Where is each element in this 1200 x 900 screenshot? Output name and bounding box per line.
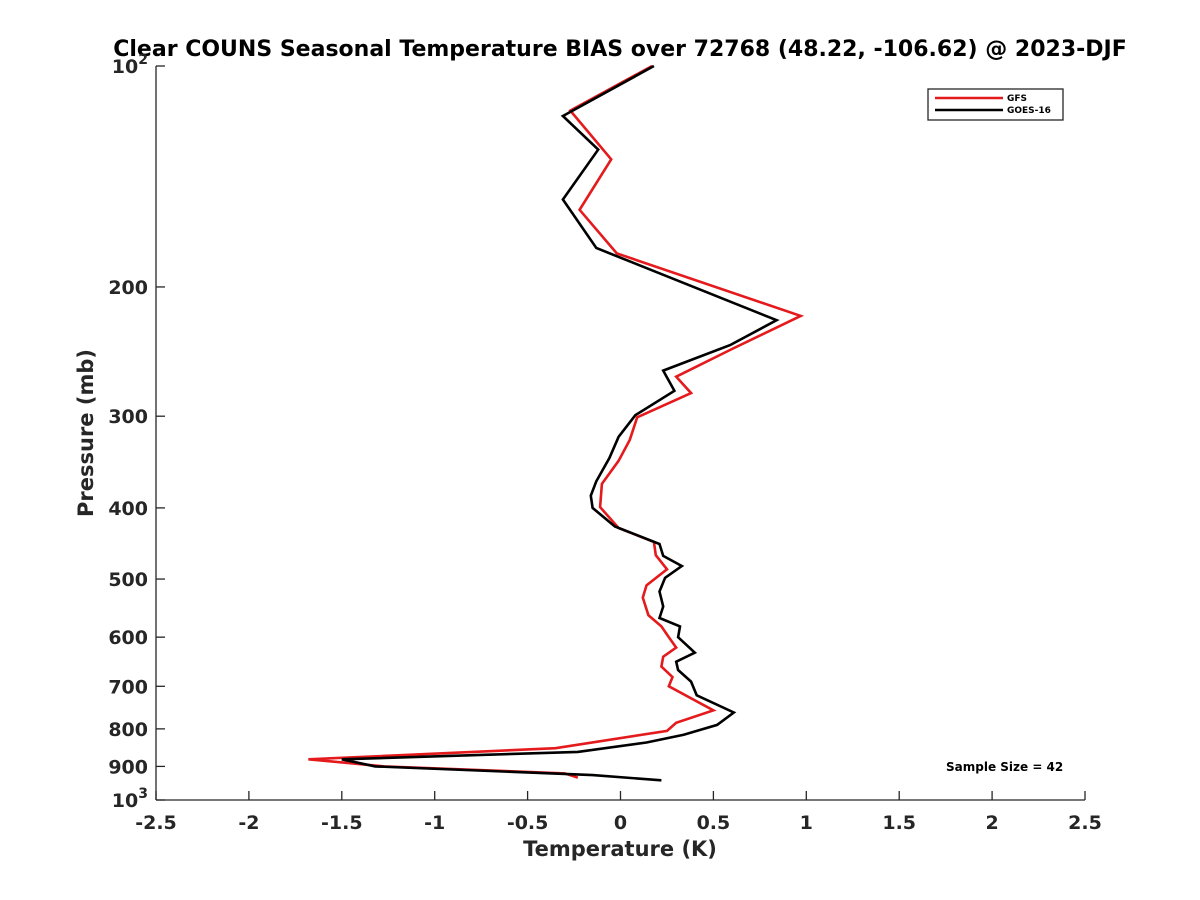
y-tick-label: 700 [108, 676, 148, 698]
x-tick-label: 0.5 [697, 812, 731, 834]
y-tick-label: 900 [108, 756, 148, 778]
y-tick-label: 103 [112, 786, 148, 812]
series-line-goes16 [341, 64, 780, 782]
y-tick-label: 600 [108, 627, 148, 649]
x-tick-label: -0.5 [507, 812, 549, 834]
x-axis-label: Temperature (K) [523, 837, 717, 861]
y-axis-ticks: 102 200 300 400 500 600 700 800 900 103 [108, 52, 165, 812]
y-axis-label: Pressure (mb) [74, 349, 98, 517]
x-tick-label: -1.5 [321, 812, 363, 834]
x-axis-ticks: -2.5 -2 -1.5 -1 -0.5 0 0.5 1 1.5 2 2.5 [135, 791, 1102, 834]
x-tick-label: 0 [614, 812, 627, 834]
y-tick-label: 400 [108, 498, 148, 520]
x-tick-label: 1.5 [882, 812, 916, 834]
x-tick-label: 2 [985, 812, 998, 834]
series-lines [308, 64, 805, 782]
y-tick-label: 500 [108, 569, 148, 591]
y-tick-label: 102 [112, 52, 148, 78]
x-tick-label: -1 [424, 812, 445, 834]
x-tick-label: 1 [800, 812, 813, 834]
x-tick-label: 2.5 [1068, 812, 1102, 834]
y-tick-label: 200 [108, 277, 148, 299]
sample-size-annotation: Sample Size = 42 [946, 760, 1063, 774]
x-tick-label: -2.5 [135, 812, 177, 834]
legend: GFS GOES-16 [927, 88, 1064, 121]
x-tick-label: -2 [238, 812, 259, 834]
chart-title: Clear COUNS Seasonal Temperature BIAS ov… [113, 37, 1126, 62]
series-line-gfs [308, 64, 805, 779]
y-tick-label: 300 [108, 406, 148, 428]
legend-label-goes16: GOES-16 [1007, 106, 1051, 116]
legend-box [927, 88, 1064, 121]
y-tick-label: 800 [108, 719, 148, 741]
legend-label-gfs: GFS [1007, 94, 1027, 104]
